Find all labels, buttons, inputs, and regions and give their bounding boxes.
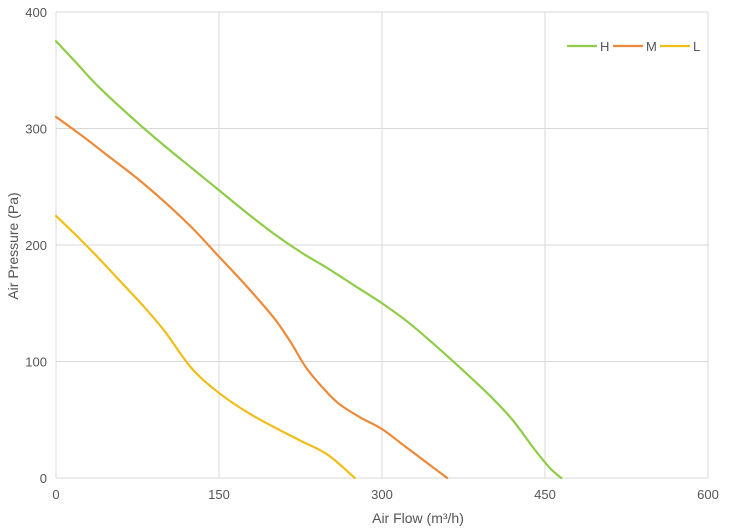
y-axis-title: Air Pressure (Pa) [5,192,21,299]
x-tick-label: 450 [534,487,556,502]
x-tick-label: 600 [697,487,719,502]
legend-label-h: H [600,39,609,54]
series-lines [54,40,563,480]
y-axis-ticks: 0 100 200 300 400 [25,5,47,486]
x-tick-label: 300 [371,487,393,502]
y-tick-label: 200 [25,238,47,253]
y-tick-label: 400 [25,5,47,20]
x-axis-ticks: 0 150 300 450 600 [52,487,718,502]
y-tick-label: 300 [25,122,47,137]
grid [55,11,709,479]
legend-label-m: M [646,39,657,54]
series-line-l [54,214,356,480]
series-line-h [54,40,563,480]
x-axis-title: Air Flow (m³/h) [372,510,464,526]
y-tick-label: 100 [25,355,47,370]
series-line-m [54,115,449,480]
legend-label-l: L [693,39,700,54]
x-tick-label: 150 [208,487,230,502]
x-tick-label: 0 [52,487,59,502]
y-tick-label: 0 [40,471,47,486]
